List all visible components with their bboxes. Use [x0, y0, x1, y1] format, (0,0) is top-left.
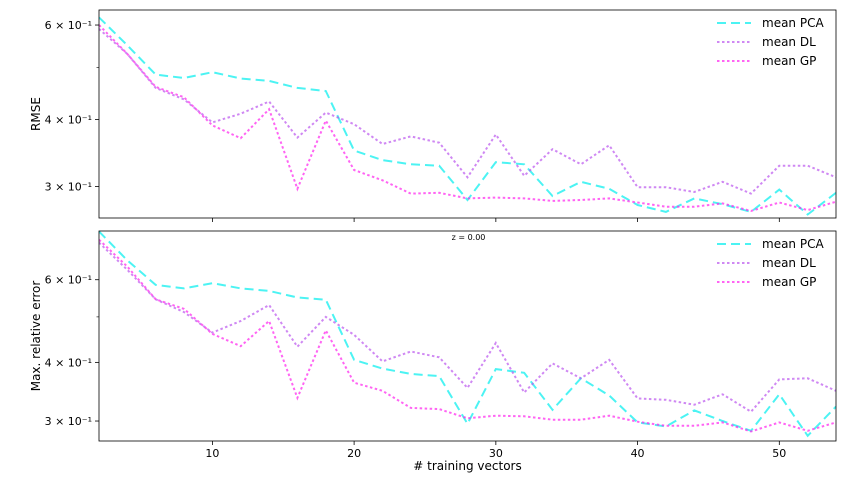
axes-frame [98, 230, 837, 442]
x-tick-label: 30 [489, 447, 503, 460]
series-line-mean-dl [99, 28, 836, 195]
legend-label: mean GP [762, 275, 816, 289]
legend-label: mean DL [762, 35, 816, 49]
y-axis-label: Max. relative error [29, 281, 43, 392]
legend-label: mean DL [762, 256, 816, 270]
x-tick-label: 50 [772, 447, 786, 460]
y-axis-label: RMSE [29, 97, 43, 131]
y-tick-label: 6 × 10⁻¹ [45, 274, 92, 287]
y-tick-label: 3 × 10⁻¹ [45, 415, 92, 428]
legend-label: mean GP [762, 54, 816, 68]
series-line-mean-dl [99, 241, 836, 413]
chart-title: z = 0.00 [452, 233, 486, 242]
x-axis-label: # training vectors [413, 459, 522, 473]
axes-frame [98, 9, 837, 219]
x-tick-label: 40 [631, 447, 645, 460]
y-tick-label: 3 × 10⁻¹ [45, 180, 92, 193]
series-line-mean-pca [99, 16, 836, 216]
legend-label: mean PCA [762, 16, 824, 30]
y-tick-label: 4 × 10⁻¹ [45, 113, 92, 126]
series-line-mean-gp [99, 24, 836, 213]
legend: mean PCA mean DL mean GP [717, 16, 824, 68]
series-line-mean-gp [99, 238, 836, 433]
x-tick-label: 10 [205, 447, 219, 460]
series-line-mean-pca [99, 231, 836, 438]
y-tick-label: 4 × 10⁻¹ [45, 356, 92, 369]
x-tick-label: 20 [347, 447, 361, 460]
legend: mean PCA mean DL mean GP [717, 237, 824, 289]
y-tick-label: 6 × 10⁻¹ [45, 19, 92, 32]
legend-label: mean PCA [762, 237, 824, 251]
